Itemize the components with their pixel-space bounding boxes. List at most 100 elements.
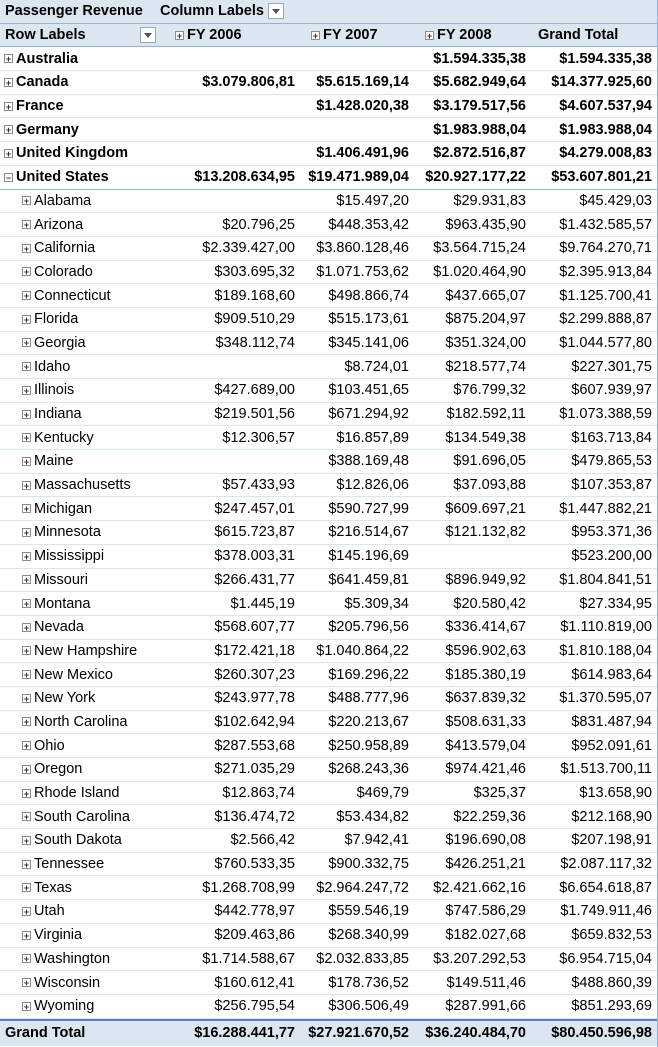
row-label-cell[interactable]: + California xyxy=(0,237,165,260)
row-label-cell[interactable]: + Virginia xyxy=(0,924,165,947)
plus-box-icon[interactable]: + xyxy=(22,504,31,515)
plus-box-icon[interactable]: + xyxy=(22,788,31,799)
plus-box-icon[interactable]: + xyxy=(22,717,31,728)
plus-box-icon[interactable]: + xyxy=(22,291,31,302)
plus-box-icon[interactable]: + xyxy=(175,30,184,41)
row-label-cell[interactable]: + Kentucky xyxy=(0,426,165,449)
plus-box-icon[interactable]: + xyxy=(22,267,31,278)
plus-box-icon[interactable]: + xyxy=(22,362,31,373)
row-label-cell[interactable]: + South Dakota xyxy=(0,829,165,852)
plus-box-icon[interactable]: + xyxy=(22,764,31,775)
row-label-cell[interactable]: + Montana xyxy=(0,592,165,615)
fy2006-value: $243.977,78 xyxy=(214,690,295,707)
row-label-cell[interactable]: + Georgia xyxy=(0,332,165,355)
row-label-cell[interactable]: + Australia xyxy=(0,47,165,70)
row-label: Alabama xyxy=(34,192,92,209)
column-labels-filter-icon[interactable] xyxy=(267,3,284,20)
plus-box-icon[interactable]: + xyxy=(22,575,31,586)
row-label-cell[interactable]: + Utah xyxy=(0,900,165,923)
plus-box-icon[interactable]: + xyxy=(22,906,31,917)
row-label-cell[interactable]: + New Hampshire xyxy=(0,640,165,663)
row-label: France xyxy=(16,98,64,115)
row-label-cell[interactable]: + Indiana xyxy=(0,403,165,426)
table-row: + Florida $909.510,29 $515.173,61 $875.204,9… xyxy=(0,308,658,332)
plus-box-icon[interactable]: + xyxy=(22,433,31,444)
row-label-cell[interactable]: + Maine xyxy=(0,450,165,473)
plus-box-icon[interactable]: + xyxy=(22,314,31,325)
row-label-cell[interactable]: − United States xyxy=(0,166,165,189)
plus-box-icon[interactable]: + xyxy=(22,835,31,846)
plus-box-icon[interactable]: + xyxy=(22,1001,31,1012)
row-label-cell[interactable]: + New Mexico xyxy=(0,663,165,686)
row-label-cell[interactable]: + Germany xyxy=(0,118,165,141)
row-label-cell[interactable]: + South Carolina xyxy=(0,805,165,828)
plus-box-icon[interactable]: + xyxy=(22,693,31,704)
row-label-cell[interactable]: + Missouri xyxy=(0,569,165,592)
row-label-cell[interactable]: + Mississippi xyxy=(0,545,165,568)
plus-box-icon[interactable]: + xyxy=(22,456,31,467)
row-label-cell[interactable]: + Oregon xyxy=(0,758,165,781)
row-label-cell[interactable]: + Wisconsin xyxy=(0,971,165,994)
row-label-cell[interactable]: + Illinois xyxy=(0,379,165,402)
plus-box-icon[interactable]: + xyxy=(4,54,13,65)
plus-box-icon[interactable]: + xyxy=(22,741,31,752)
row-label-cell[interactable]: + Michigan xyxy=(0,497,165,520)
plus-box-icon[interactable]: + xyxy=(4,148,13,159)
plus-box-icon[interactable]: + xyxy=(22,670,31,681)
plus-box-icon[interactable]: + xyxy=(22,812,31,823)
minus-box-icon[interactable]: − xyxy=(4,172,13,183)
plus-box-icon[interactable]: + xyxy=(22,243,31,254)
plus-box-icon[interactable]: + xyxy=(22,930,31,941)
fy2007-value: $498.866,74 xyxy=(328,287,409,304)
row-label-cell[interactable]: + Colorado xyxy=(0,261,165,284)
plus-box-icon[interactable]: + xyxy=(4,125,13,136)
row-label: Minnesota xyxy=(34,524,101,541)
row-labels-filter-icon[interactable] xyxy=(140,27,156,44)
row-label-cell[interactable]: + United Kingdom xyxy=(0,142,165,165)
column-header-fy2008[interactable]: + FY 2008 xyxy=(415,24,532,47)
plus-box-icon[interactable]: + xyxy=(22,196,31,207)
row-label-cell[interactable]: + Canada xyxy=(0,71,165,94)
row-label-cell[interactable]: + Washington xyxy=(0,948,165,971)
row-label-cell[interactable]: + Alabama xyxy=(0,190,165,213)
plus-box-icon[interactable]: + xyxy=(22,220,31,231)
column-header-fy2006[interactable]: + FY 2006 xyxy=(165,24,301,47)
row-label-cell[interactable]: + Idaho xyxy=(0,355,165,378)
row-label-cell[interactable]: + Wyoming xyxy=(0,995,165,1018)
plus-box-icon[interactable]: + xyxy=(4,101,13,112)
row-label-cell[interactable]: + Minnesota xyxy=(0,521,165,544)
column-labels-header[interactable]: Column Labels xyxy=(160,0,420,23)
plus-box-icon[interactable]: + xyxy=(22,954,31,965)
plus-box-icon[interactable]: + xyxy=(22,338,31,349)
plus-box-icon[interactable]: + xyxy=(311,30,320,41)
plus-box-icon[interactable]: + xyxy=(22,409,31,420)
row-label-cell[interactable]: + Florida xyxy=(0,308,165,331)
row-label-cell[interactable]: + France xyxy=(0,95,165,118)
fy2007-value: $5.615.169,14 xyxy=(316,74,409,91)
plus-box-icon[interactable]: + xyxy=(22,646,31,657)
row-label-cell[interactable]: + Tennessee xyxy=(0,853,165,876)
row-labels-header[interactable]: Row Labels xyxy=(0,24,160,47)
plus-box-icon[interactable]: + xyxy=(22,385,31,396)
row-label-cell[interactable]: + New York xyxy=(0,687,165,710)
plus-box-icon[interactable]: + xyxy=(22,883,31,894)
plus-box-icon[interactable]: + xyxy=(22,599,31,610)
row-label-cell[interactable]: + Nevada xyxy=(0,616,165,639)
plus-box-icon[interactable]: + xyxy=(22,551,31,562)
plus-box-icon[interactable]: + xyxy=(4,77,13,88)
row-label-cell[interactable]: + North Carolina xyxy=(0,711,165,734)
row-label-cell[interactable]: + Massachusetts xyxy=(0,474,165,497)
row-label-cell[interactable]: + Texas xyxy=(0,876,165,899)
plus-box-icon[interactable]: + xyxy=(22,622,31,633)
plus-box-icon[interactable]: + xyxy=(22,978,31,989)
row-label-cell[interactable]: + Arizona xyxy=(0,213,165,236)
plus-box-icon[interactable]: + xyxy=(22,859,31,870)
row-label-cell[interactable]: + Rhode Island xyxy=(0,782,165,805)
plus-box-icon[interactable]: + xyxy=(22,527,31,538)
plus-box-icon[interactable]: + xyxy=(22,480,31,491)
column-header-fy2007[interactable]: + FY 2007 xyxy=(301,24,415,47)
fy2006-value xyxy=(165,355,301,378)
row-label-cell[interactable]: + Connecticut xyxy=(0,284,165,307)
row-label-cell[interactable]: + Ohio xyxy=(0,734,165,757)
plus-box-icon[interactable]: + xyxy=(425,30,434,41)
